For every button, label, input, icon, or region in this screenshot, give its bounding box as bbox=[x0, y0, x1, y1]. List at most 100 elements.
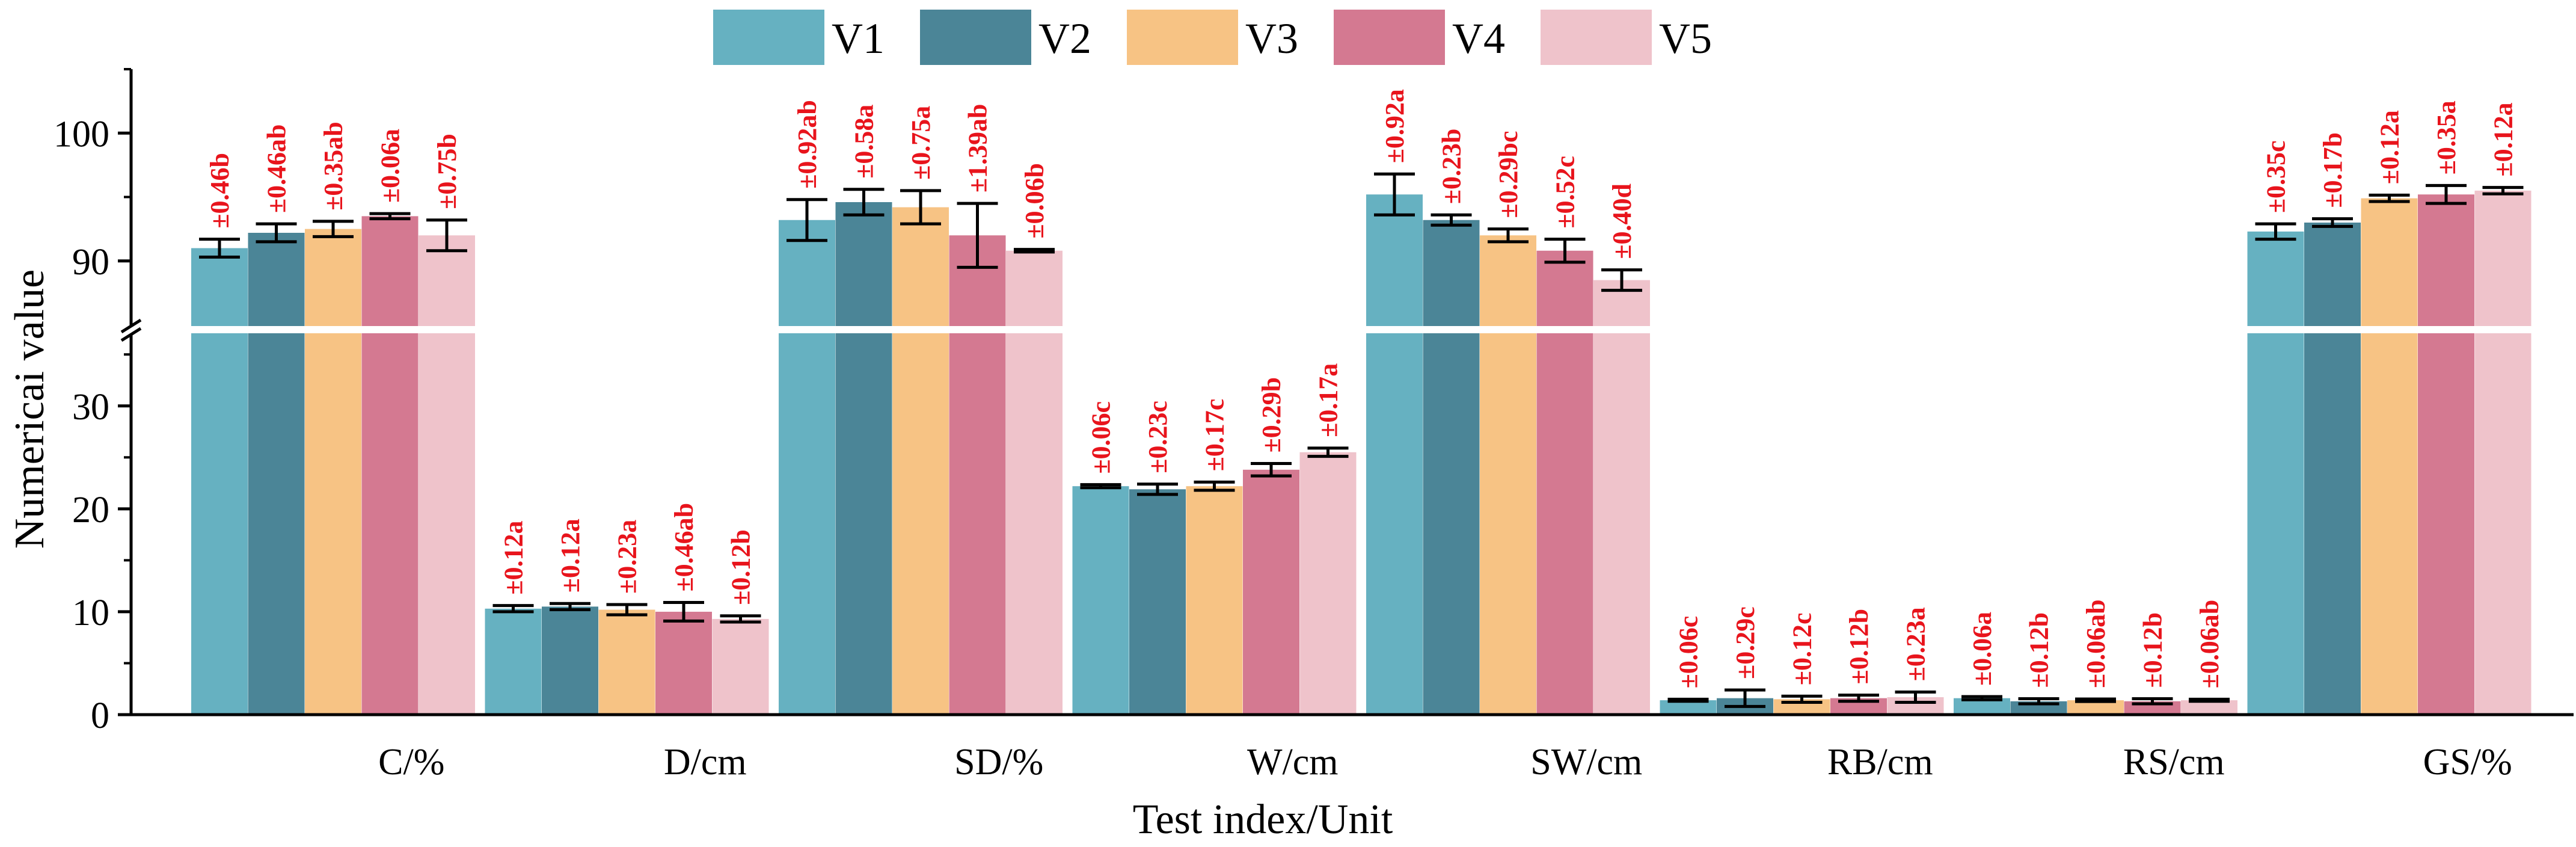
data-label-v3-3: ±0.75a bbox=[906, 106, 936, 180]
data-label-v4-2: ±0.46ab bbox=[669, 503, 699, 592]
error-bar-v5-2 bbox=[720, 614, 761, 624]
data-label-v4-3: ±1.39ab bbox=[963, 104, 993, 193]
error-bar-v4-5 bbox=[1544, 238, 1586, 264]
data-label-v2-4: ±0.23c bbox=[1143, 401, 1173, 473]
data-label-v5-7: ±0.06ab bbox=[2195, 600, 2224, 689]
bar-v2-1 bbox=[248, 233, 305, 715]
legend-label-v1: V1 bbox=[832, 14, 885, 63]
error-bar-v2-3 bbox=[843, 188, 885, 217]
data-label-v2-1: ±0.46ab bbox=[262, 125, 292, 214]
data-label-v3-5: ±0.29bc bbox=[1494, 131, 1523, 218]
data-label-v1-1: ±0.46b bbox=[205, 153, 235, 229]
data-label-v2-7: ±0.12b bbox=[2025, 612, 2054, 688]
error-bar-v4-3 bbox=[957, 202, 998, 269]
bar-v4-1 bbox=[361, 216, 419, 715]
axis-break-gap bbox=[132, 326, 2575, 333]
bar-v5-8 bbox=[2474, 190, 2532, 715]
data-label-v3-7: ±0.06ab bbox=[2081, 599, 2111, 688]
bar-v3-3 bbox=[892, 207, 949, 715]
error-bar-v4-1 bbox=[369, 212, 411, 221]
bars-layer bbox=[191, 172, 2532, 715]
bar-v3-2 bbox=[598, 609, 655, 715]
x-tick-label-6: RB/cm bbox=[1827, 742, 1933, 783]
bar-v1-4 bbox=[1072, 486, 1129, 715]
error-bar-v5-5 bbox=[1601, 268, 1642, 292]
data-label-v2-3: ±0.58a bbox=[850, 105, 879, 179]
legend-swatch-v3 bbox=[1127, 10, 1238, 65]
data-label-v4-4: ±0.29b bbox=[1257, 377, 1286, 453]
x-tick-label-7: RS/cm bbox=[2123, 742, 2225, 783]
bar-v5-1 bbox=[419, 235, 475, 715]
x-axis-title: Test index/Unit bbox=[1133, 796, 1393, 843]
axes-layer: C/% D/cm SD/% W/cm SW/cm RB/cm RS/cm GS/% 0 10 20 3… bbox=[54, 68, 2575, 783]
bar-v5-4 bbox=[1299, 452, 1357, 715]
data-label-v5-6: ±0.23a bbox=[1901, 607, 1931, 681]
data-label-v3-2: ±0.23a bbox=[613, 520, 642, 594]
axis-break-mark-lower bbox=[120, 327, 142, 342]
data-label-v1-7: ±0.06a bbox=[1967, 612, 1997, 686]
y-tick-label-upper-1: 90 bbox=[72, 242, 109, 283]
data-labels-layer: ±0.46b ±0.46ab ±0.35ab ±0.06a ±0.75b ±0.12a ±0… bbox=[205, 89, 2518, 688]
error-bar-v2-6 bbox=[1725, 688, 1765, 708]
error-bar-v3-6 bbox=[1781, 694, 1823, 704]
data-label-v4-6: ±0.12b bbox=[1844, 609, 1874, 685]
error-bar-v1-8 bbox=[2255, 222, 2296, 241]
data-label-v2-8: ±0.17b bbox=[2318, 132, 2348, 208]
y-tick-label-lower-1: 0 bbox=[91, 695, 109, 736]
x-tick-label-5: SW/cm bbox=[1530, 742, 1642, 783]
data-label-v2-2: ±0.12a bbox=[556, 519, 585, 593]
data-label-v4-7: ±0.12b bbox=[2138, 612, 2168, 688]
bar-v4-3 bbox=[949, 235, 1006, 715]
x-tick-label-1: C/% bbox=[378, 742, 444, 783]
bar-v4-5 bbox=[1536, 250, 1593, 715]
error-bar-v3-3 bbox=[900, 189, 941, 226]
data-label-v5-1: ±0.75b bbox=[432, 134, 462, 209]
error-bar-v5-3 bbox=[1014, 248, 1055, 254]
bar-v3-1 bbox=[305, 229, 361, 715]
x-tick-label-8: GS/% bbox=[2423, 742, 2512, 783]
data-label-v5-4: ±0.17a bbox=[1314, 363, 1343, 437]
data-label-v4-5: ±0.52c bbox=[1551, 156, 1580, 229]
data-label-v4-8: ±0.35a bbox=[2432, 100, 2461, 174]
bar-v5-2 bbox=[712, 618, 769, 715]
error-bar-v2-7 bbox=[2018, 697, 2059, 706]
bar-v3-4 bbox=[1186, 486, 1243, 715]
error-bar-v4-6 bbox=[1838, 693, 1879, 703]
error-bar-v5-4 bbox=[1307, 446, 1349, 458]
data-label-v1-8: ±0.35c bbox=[2262, 140, 2291, 213]
bar-v1-3 bbox=[779, 220, 835, 715]
bar-v4-2 bbox=[655, 611, 712, 715]
error-bar-v3-1 bbox=[313, 220, 354, 238]
x-tick-label-4: W/cm bbox=[1247, 742, 1339, 783]
error-bar-v3-5 bbox=[1488, 227, 1529, 244]
legend-label-v3: V3 bbox=[1245, 14, 1298, 63]
error-bar-v2-4 bbox=[1137, 482, 1178, 496]
error-bar-v4-2 bbox=[663, 601, 704, 623]
bar-v1-2 bbox=[485, 608, 542, 715]
y-tick-label-lower-3: 20 bbox=[72, 490, 109, 531]
bar-v3-7 bbox=[2067, 700, 2124, 715]
error-bar-v1-2 bbox=[492, 604, 534, 614]
error-bar-v1-7 bbox=[1961, 695, 2002, 701]
bar-v1-6 bbox=[1660, 700, 1717, 715]
bar-v5-5 bbox=[1593, 280, 1650, 715]
legend-swatch-v2 bbox=[920, 10, 1031, 65]
data-label-v5-2: ±0.12b bbox=[726, 529, 756, 605]
bar-v1-1 bbox=[191, 248, 248, 715]
data-label-v1-2: ±0.12a bbox=[499, 520, 529, 594]
bar-v3-8 bbox=[2361, 198, 2418, 715]
error-bar-v1-5 bbox=[1374, 172, 1415, 217]
bar-v2-3 bbox=[835, 202, 892, 715]
bar-v5-3 bbox=[1006, 250, 1063, 715]
legend-label-v5: V5 bbox=[1659, 14, 1712, 63]
x-tick-label-2: D/cm bbox=[664, 742, 747, 783]
legend-label-v2: V2 bbox=[1038, 14, 1091, 63]
data-label-v1-5: ±0.92a bbox=[1380, 89, 1409, 163]
data-label-v2-5: ±0.23b bbox=[1437, 129, 1467, 205]
bar-v2-2 bbox=[542, 606, 598, 715]
data-label-v2-6: ±0.29c bbox=[1731, 606, 1760, 679]
bar-v4-8 bbox=[2418, 194, 2474, 715]
axis-break-mark-upper bbox=[120, 318, 142, 334]
bar-v2-8 bbox=[2304, 223, 2361, 715]
bar-v3-5 bbox=[1480, 235, 1536, 715]
